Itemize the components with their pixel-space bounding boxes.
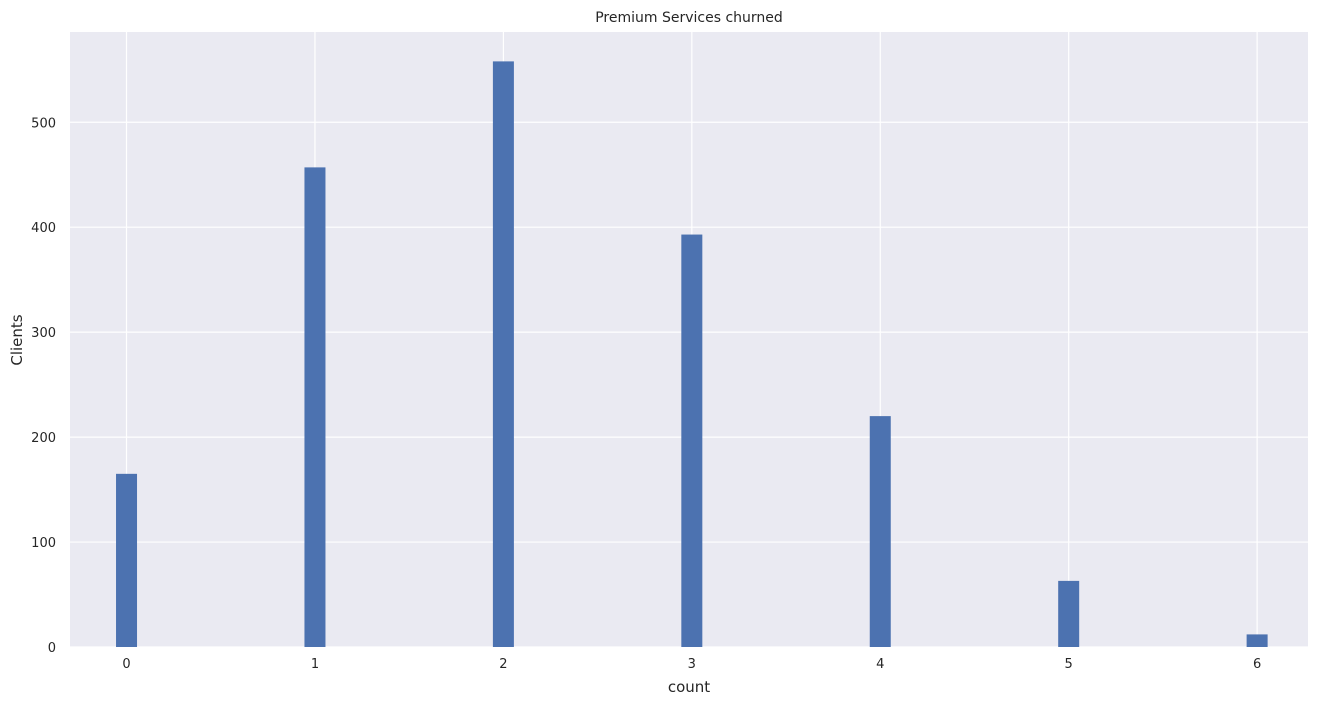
bar [116,473,138,647]
x-tick-label: 1 [311,657,319,672]
bar [304,167,326,647]
y-axis-label: Clients [8,314,26,365]
chart-title: Premium Services churned [595,10,783,26]
x-tick-label: 5 [1065,657,1073,672]
bar [1246,634,1268,647]
x-axis-label: count [668,678,710,696]
bar [492,61,514,647]
bar [869,416,891,647]
y-tick-label: 300 [31,326,56,341]
y-tick-labels: 0 100 200 300 400 500 [31,116,56,656]
y-tick-label: 500 [31,116,56,131]
y-tick-label: 0 [48,641,56,656]
bar [681,234,703,647]
bar [1058,580,1080,647]
x-tick-label: 3 [688,657,696,672]
x-tick-label: 6 [1253,657,1261,672]
x-tick-label: 0 [122,657,130,672]
y-tick-label: 100 [31,536,56,551]
y-tick-label: 400 [31,221,56,236]
bars [116,61,1268,647]
x-tick-label: 2 [499,657,507,672]
x-tick-labels: 0 1 2 3 4 5 6 [122,657,1261,672]
x-tick-label: 4 [876,657,884,672]
y-tick-label: 200 [31,431,56,446]
